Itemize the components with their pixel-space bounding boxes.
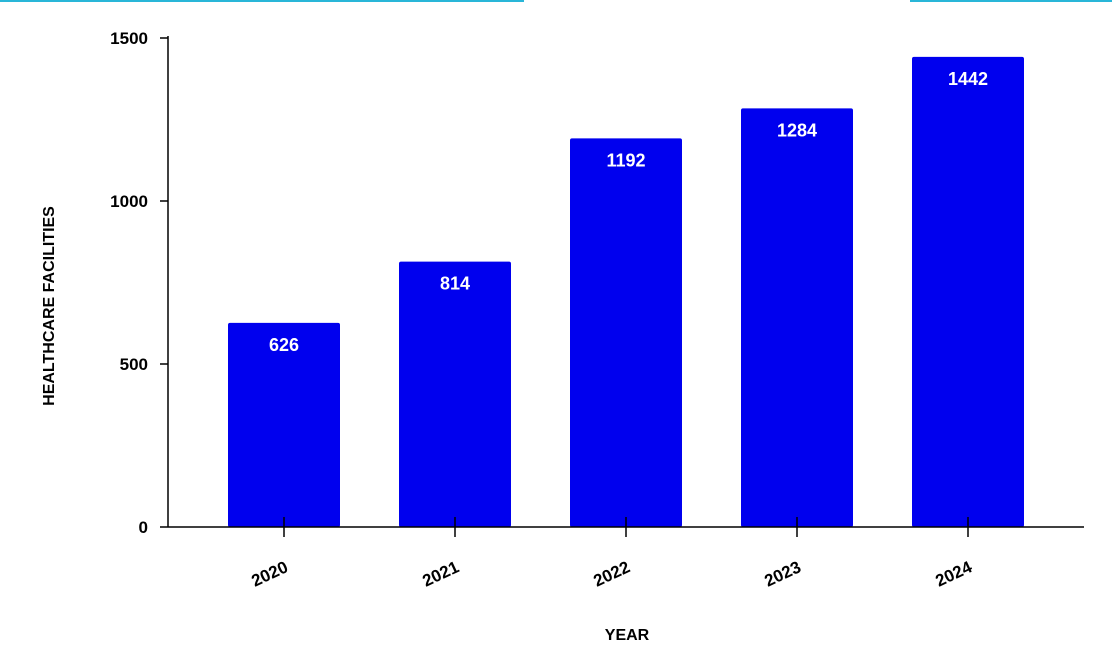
bar-2024 — [912, 56, 1024, 528]
x-tick-label-2023: 2023 — [762, 557, 804, 590]
data-label-2022: 1192 — [606, 150, 645, 170]
bar-2023 — [741, 108, 853, 527]
top-accent-line-left — [0, 0, 524, 2]
y-axis-title: HEALTHCARE FACILITIES — [41, 206, 58, 406]
labels-layer: 626 814 1192 1284 1442 — [269, 69, 988, 355]
y-tick-label-1000: 1000 — [110, 192, 148, 211]
data-label-2023: 1284 — [777, 120, 817, 140]
x-tick-label-2021: 2021 — [420, 557, 462, 590]
y-tick-label-0: 0 — [139, 518, 148, 537]
x-tick-label-2024: 2024 — [933, 557, 976, 590]
y-tick-label-1500: 1500 — [110, 29, 148, 48]
top-accent-line-right — [910, 0, 1112, 2]
x-tick-label-2020: 2020 — [249, 557, 291, 590]
y-tick-label-500: 500 — [120, 355, 148, 374]
bar-2022 — [570, 138, 682, 527]
x-axis-title: YEAR — [605, 627, 650, 644]
x-tick-label-2022: 2022 — [591, 557, 633, 590]
data-label-2024: 1442 — [948, 69, 988, 89]
bars-layer — [228, 56, 1024, 528]
data-label-2021: 814 — [440, 274, 470, 294]
data-label-2020: 626 — [269, 335, 299, 355]
bar-2021 — [399, 261, 511, 527]
bar-2020 — [228, 322, 340, 527]
